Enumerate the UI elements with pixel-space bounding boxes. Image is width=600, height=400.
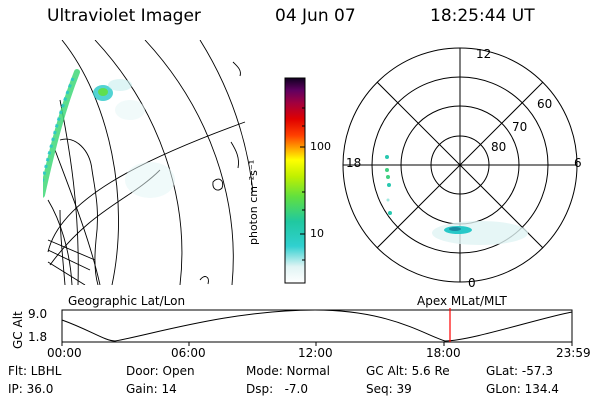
timeline-ytick-high: 9.0: [28, 307, 48, 321]
mlt-label-0: 0: [468, 276, 476, 290]
timeline-axis-title: GC Alt: [11, 311, 25, 349]
timeline-left-label: Geographic Lat/Lon: [68, 294, 186, 308]
polar-aurora-emission: [385, 155, 528, 245]
timeline-ticks: [61, 342, 573, 346]
mlat-label-80: 80: [491, 140, 507, 154]
mlt-label-18: 18: [346, 156, 362, 170]
status-ip: IP: 36.0: [8, 382, 54, 396]
timeline-xtick-2359: 23:59: [556, 346, 591, 360]
timeline-xtick-0000: 00:00: [47, 346, 82, 360]
mlat-label-70: 70: [512, 120, 528, 134]
timeline-ytick-low: 1.8: [28, 330, 48, 344]
status-gc-alt: GC Alt: 5.6 Re: [366, 364, 450, 378]
status-mode: Mode: Normal: [246, 364, 330, 378]
timeline-frame: [61, 309, 573, 343]
status-glon: GLon: 134.4: [486, 382, 559, 396]
status-gain: Gain: 14: [126, 382, 177, 396]
altitude-curve: [61, 309, 573, 342]
status-glat: GLat: -57.3: [486, 364, 553, 378]
mlt-label-6: 6: [574, 156, 582, 170]
colorbar-ticks: [300, 107, 305, 261]
polar-plot: [342, 47, 578, 283]
mlt-label-12: 12: [476, 47, 492, 61]
timeline-xtick-0600: 06:00: [171, 346, 206, 360]
time-label: 18:25:44 UT: [430, 6, 535, 26]
timeline-right-label: Apex MLat/MLT: [417, 294, 507, 308]
geographic-map: [47, 40, 253, 285]
map-aurora-emission: [43, 69, 175, 198]
mlat-label-60: 60: [537, 97, 553, 111]
date-label: 04 Jun 07: [275, 6, 356, 26]
status-dsp: Dsp: -7.0: [246, 382, 309, 396]
timeline-xtick-1200: 12:00: [298, 346, 333, 360]
status-filter: Flt: LBHL: [8, 364, 62, 378]
colorbar-unit-label: photon cm⁻²s⁻¹: [247, 159, 260, 245]
status-seq: Seq: 39: [366, 382, 412, 396]
colorbar-tick-100: 100: [310, 140, 331, 153]
colorbar: [284, 77, 306, 284]
timeline-xtick-1800: 18:00: [426, 346, 461, 360]
instrument-title: Ultraviolet Imager: [47, 6, 201, 26]
status-door: Door: Open: [126, 364, 195, 378]
colorbar-tick-10: 10: [310, 227, 324, 240]
